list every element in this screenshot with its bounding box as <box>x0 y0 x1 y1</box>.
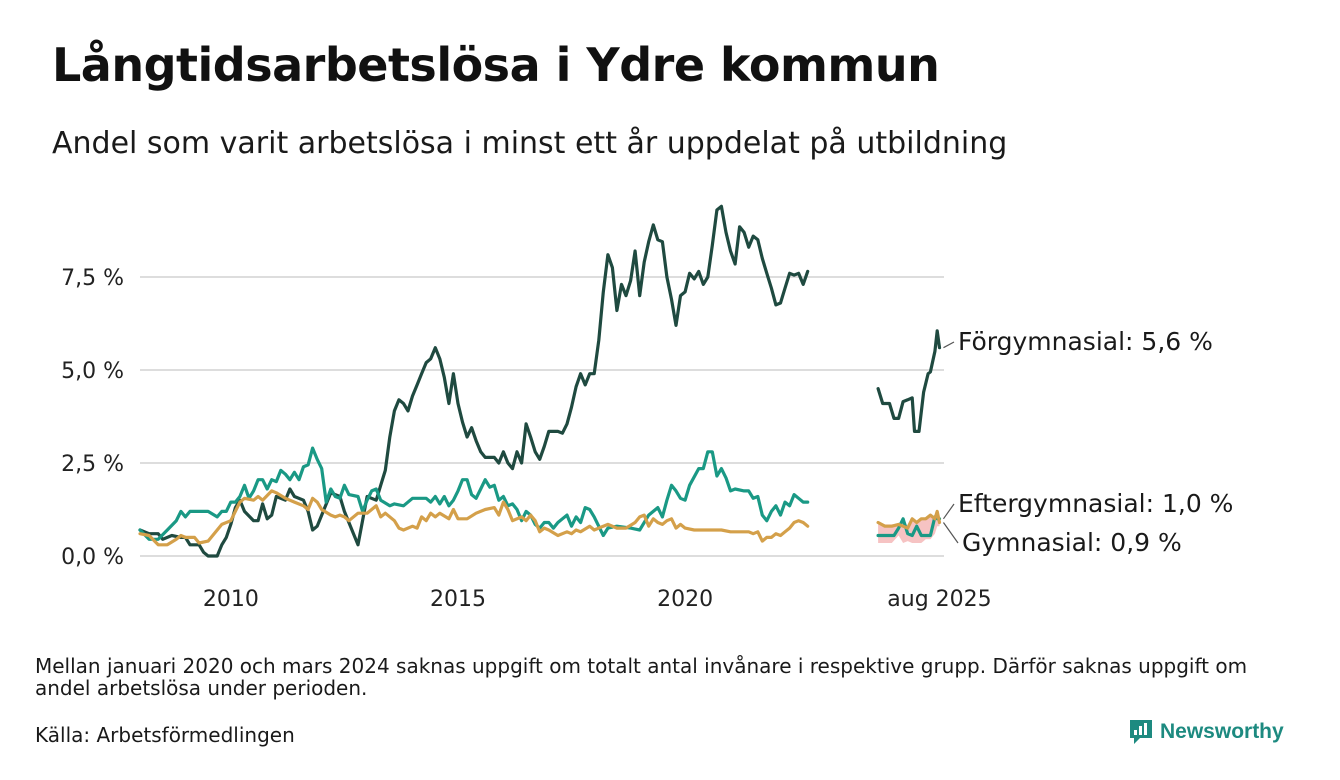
series-end-labels: Förgymnasial: 5,6 % Eftergymnasial: 1,0 %… <box>942 327 1233 557</box>
brand-logo[interactable]: Newsworthy <box>1128 718 1284 746</box>
series-line-eftergymnasial <box>138 446 942 541</box>
line-chart: 0,0 % 2,5 % 5,0 % 7,5 % 2010 2015 2020 aug 202… <box>61 204 1233 612</box>
y-tick-label: 5,0 % <box>61 359 124 384</box>
y-tick-label: 7,5 % <box>61 266 124 291</box>
label-leader-line <box>942 522 959 544</box>
x-axis-ticks: 2010 2015 2020 aug 2025 <box>203 587 992 612</box>
series-line-gymnasial <box>138 489 942 547</box>
chart-subtitle: Andel som varit arbetslösa i minst ett å… <box>52 126 1008 161</box>
y-tick-label: 2,5 % <box>61 452 124 477</box>
series-lines <box>138 204 942 558</box>
series-end-label-eftergymnasial: Eftergymnasial: 1,0 % <box>958 489 1233 518</box>
chart-title: Långtidsarbetslösa i Ydre kommun <box>52 38 940 92</box>
label-leader-line <box>942 503 955 520</box>
y-tick-label: 0,0 % <box>61 545 124 570</box>
grid-lines <box>140 276 944 557</box>
brand-name: Newsworthy <box>1160 720 1284 743</box>
source-note: Källa: Arbetsförmedlingen <box>35 723 295 747</box>
x-tick-label: 2015 <box>430 587 486 612</box>
series-line-forgymnasial <box>138 204 942 558</box>
x-tick-label: 2020 <box>657 587 713 612</box>
newsworthy-logo-icon <box>1130 720 1152 744</box>
y-axis-ticks: 0,0 % 2,5 % 5,0 % 7,5 % <box>61 266 124 570</box>
footnote: Mellan januari 2020 och mars 2024 saknas… <box>35 654 1248 700</box>
series-end-label-forgymnasial: Förgymnasial: 5,6 % <box>958 327 1213 356</box>
label-leader-line <box>943 341 955 349</box>
series-end-label-gymnasial: Gymnasial: 0,9 % <box>962 528 1182 557</box>
x-tick-label: aug 2025 <box>887 587 991 612</box>
x-tick-label: 2010 <box>203 587 259 612</box>
